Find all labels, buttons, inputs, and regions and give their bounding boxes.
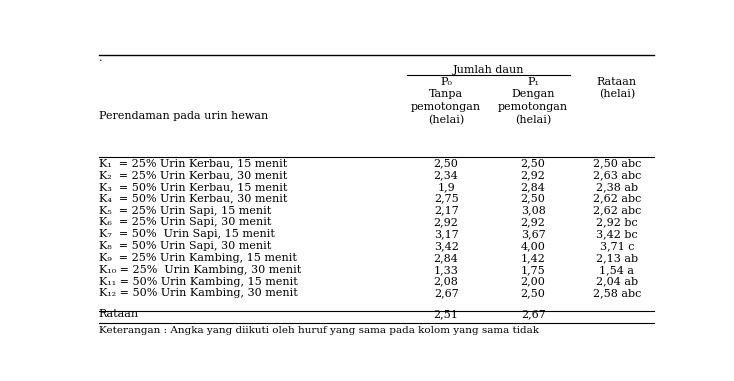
Text: 2,13 ab: 2,13 ab xyxy=(596,253,638,263)
Text: Perendaman pada urin hewan: Perendaman pada urin hewan xyxy=(98,111,268,121)
Text: Rataan
(helai): Rataan (helai) xyxy=(597,77,637,100)
Text: K₈  = 50% Urin Sapi, 30 menit: K₈ = 50% Urin Sapi, 30 menit xyxy=(98,241,271,251)
Text: K₇  = 50%  Urin Sapi, 15 menit: K₇ = 50% Urin Sapi, 15 menit xyxy=(98,229,275,239)
Text: 2,50 abc: 2,50 abc xyxy=(592,158,641,168)
Text: 2,75: 2,75 xyxy=(434,194,459,204)
Text: P₁
Dengan
pemotongan
(helai): P₁ Dengan pemotongan (helai) xyxy=(498,77,568,125)
Text: .: . xyxy=(98,53,102,63)
Text: 1,9: 1,9 xyxy=(437,182,455,192)
Text: 2,17: 2,17 xyxy=(434,205,459,216)
Text: K₁₂ = 50% Urin Kambing, 30 menit: K₁₂ = 50% Urin Kambing, 30 menit xyxy=(98,288,297,298)
Text: 2,84: 2,84 xyxy=(434,253,459,263)
Text: K₁  = 25% Urin Kerbau, 15 menit: K₁ = 25% Urin Kerbau, 15 menit xyxy=(98,158,287,168)
Text: 2,84: 2,84 xyxy=(520,182,545,192)
Text: 2,92: 2,92 xyxy=(434,218,459,227)
Text: 2,08: 2,08 xyxy=(434,277,459,287)
Text: 2,00: 2,00 xyxy=(520,277,545,287)
Text: 2,67: 2,67 xyxy=(434,288,459,298)
Text: 2,62 abc: 2,62 abc xyxy=(592,194,641,204)
Text: 2,58 abc: 2,58 abc xyxy=(592,288,641,298)
Text: Rataan: Rataan xyxy=(98,309,139,319)
Text: 2,92: 2,92 xyxy=(520,170,545,180)
Text: 1,75: 1,75 xyxy=(521,265,545,275)
Text: 4,00: 4,00 xyxy=(520,241,545,251)
Text: Keterangan : Angka yang diikuti oleh huruf yang sama pada kolom yang sama tidak: Keterangan : Angka yang diikuti oleh hur… xyxy=(98,326,539,335)
Text: 3,71 c: 3,71 c xyxy=(600,241,634,251)
Text: 2,04 ab: 2,04 ab xyxy=(596,277,638,287)
Text: 2,63 abc: 2,63 abc xyxy=(592,170,641,180)
Text: K₄  = 50% Urin Kerbau, 30 menit: K₄ = 50% Urin Kerbau, 30 menit xyxy=(98,194,287,204)
Text: K₅  = 25% Urin Sapi, 15 menit: K₅ = 25% Urin Sapi, 15 menit xyxy=(98,205,271,216)
Text: 2,67: 2,67 xyxy=(521,309,545,319)
Text: Jumlah daun: Jumlah daun xyxy=(452,65,524,75)
Text: 3,42: 3,42 xyxy=(434,241,459,251)
Text: 2,50: 2,50 xyxy=(520,158,545,168)
Text: 1,42: 1,42 xyxy=(520,253,545,263)
Text: 3,42 bc: 3,42 bc xyxy=(596,229,638,239)
Text: 3,08: 3,08 xyxy=(520,205,545,216)
Text: K₆  = 25% Urin Sapi, 30 menit: K₆ = 25% Urin Sapi, 30 menit xyxy=(98,218,271,227)
Text: 2,50: 2,50 xyxy=(434,158,459,168)
Text: K₃  = 50% Urin Kerbau, 15 menit: K₃ = 50% Urin Kerbau, 15 menit xyxy=(98,182,287,192)
Text: K₁₀ = 25%  Urin Kambing, 30 menit: K₁₀ = 25% Urin Kambing, 30 menit xyxy=(98,265,301,275)
Text: 2,62 abc: 2,62 abc xyxy=(592,205,641,216)
Text: 3,17: 3,17 xyxy=(434,229,459,239)
Text: P₀
Tanpa
pemotongan
(helai): P₀ Tanpa pemotongan (helai) xyxy=(411,77,482,125)
Text: 2,50: 2,50 xyxy=(520,194,545,204)
Text: 2,92 bc: 2,92 bc xyxy=(596,218,638,227)
Text: 2,38 ab: 2,38 ab xyxy=(596,182,638,192)
Text: 2,51: 2,51 xyxy=(434,309,459,319)
Text: 3,67: 3,67 xyxy=(521,229,545,239)
Text: 2,34: 2,34 xyxy=(434,170,459,180)
Text: 1,33: 1,33 xyxy=(434,265,459,275)
Text: K₁₁ = 50% Urin Kambing, 15 menit: K₁₁ = 50% Urin Kambing, 15 menit xyxy=(98,277,297,287)
Text: 2,50: 2,50 xyxy=(520,288,545,298)
Text: K₂  = 25% Urin Kerbau, 30 menit: K₂ = 25% Urin Kerbau, 30 menit xyxy=(98,170,287,180)
Text: 1,54 a: 1,54 a xyxy=(599,265,634,275)
Text: K₉  = 25% Urin Kambing, 15 menit: K₉ = 25% Urin Kambing, 15 menit xyxy=(98,253,297,263)
Text: 2,92: 2,92 xyxy=(520,218,545,227)
